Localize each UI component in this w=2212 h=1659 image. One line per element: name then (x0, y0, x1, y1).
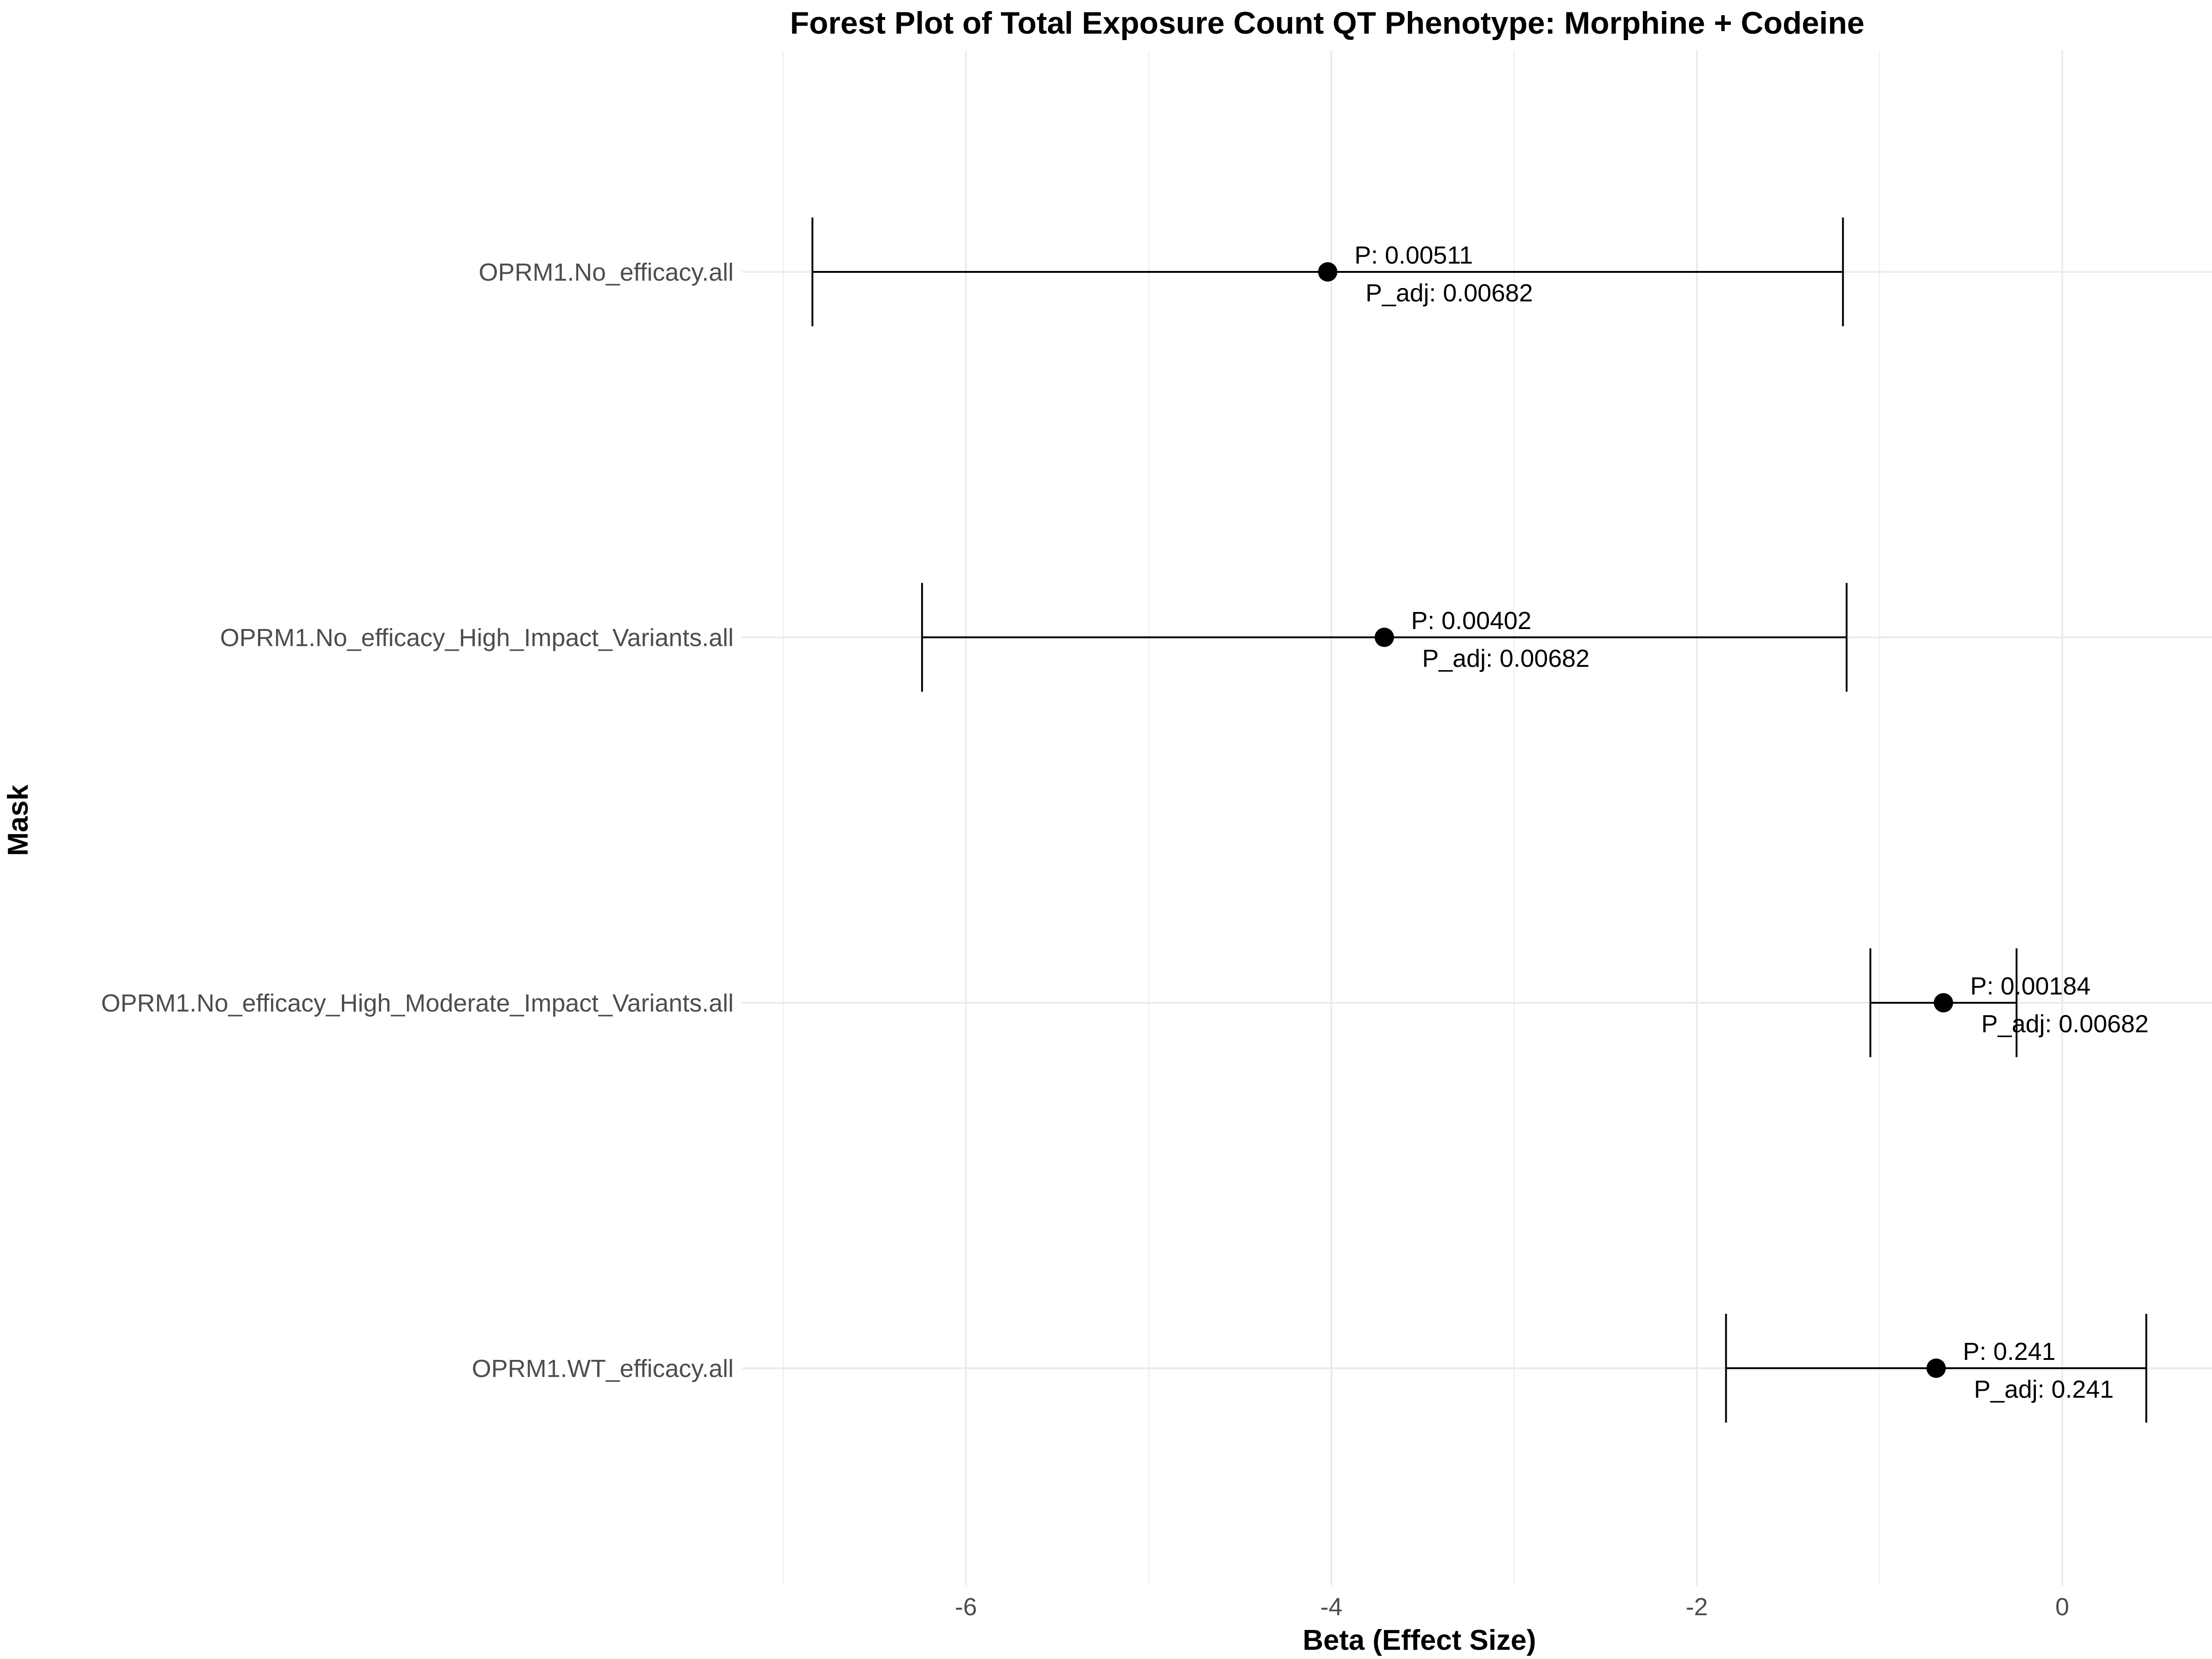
x-tick-label: -4 (1320, 1593, 1342, 1621)
x-tick-label: -2 (1686, 1593, 1708, 1621)
x-axis-title: Beta (Effect Size) (1303, 1624, 1536, 1656)
p-adj-label: P_adj: 0.00682 (1422, 645, 1589, 672)
p-value-annotations: P: 0.00511 P_adj: 0.00682 P: 0.00402 P_adj:… (1354, 241, 2149, 1403)
p-adj-label: P_adj: 0.00682 (1365, 279, 1533, 307)
p-value-label: P: 0.00402 (1411, 607, 1531, 635)
y-tick-label: OPRM1.WT_efficacy.all (472, 1355, 734, 1382)
beta-point (1374, 628, 1394, 647)
y-tick-label: OPRM1.No_efficacy_High_Impact_Variants.a… (220, 624, 734, 652)
y-axis-title: Mask (2, 784, 34, 856)
error-bars (811, 218, 2147, 1423)
p-value-label: P: 0.00184 (1970, 972, 2090, 1000)
x-tick-label: -6 (955, 1593, 977, 1621)
beta-point (1318, 262, 1338, 282)
p-adj-label: P_adj: 0.00682 (1981, 1010, 2148, 1038)
y-tick-label: OPRM1.No_efficacy.all (479, 259, 734, 286)
p-adj-label: P_adj: 0.241 (1974, 1376, 2113, 1403)
y-tick-label: OPRM1.No_efficacy_High_Moderate_Impact_V… (101, 989, 734, 1017)
chart-title: Forest Plot of Total Exposure Count QT P… (790, 6, 1865, 41)
y-tick-labels: OPRM1.No_efficacy.all OPRM1.No_efficacy_H… (101, 259, 734, 1382)
point-estimates (1318, 262, 1953, 1378)
p-value-label: P: 0.241 (1963, 1338, 2055, 1365)
x-tick-labels: -6 -4 -2 0 (955, 1593, 2069, 1621)
beta-point (1934, 993, 1953, 1012)
x-tick-label: 0 (2055, 1593, 2069, 1621)
p-value-label: P: 0.00511 (1354, 241, 1473, 269)
beta-point (1926, 1359, 1946, 1378)
